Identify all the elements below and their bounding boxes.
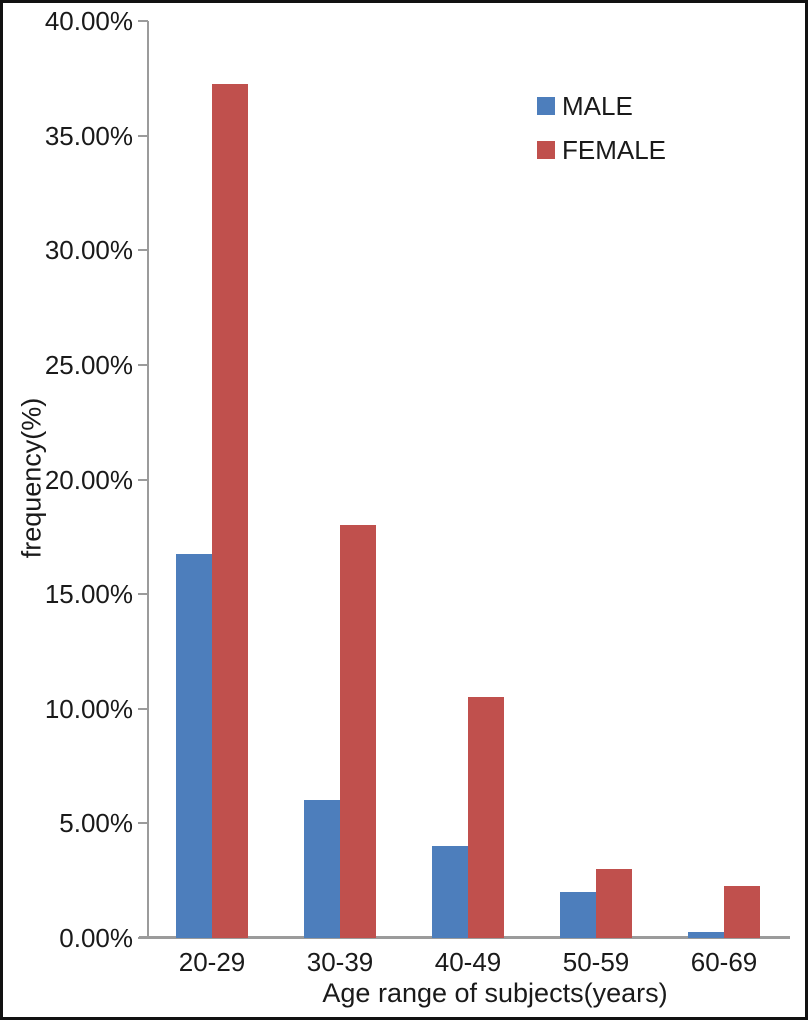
- bar-female-40-49: [468, 697, 504, 938]
- y-tick-mark: [138, 20, 148, 22]
- y-tick-mark: [138, 593, 148, 596]
- y-tick-label: 15.00%: [44, 579, 133, 610]
- male-series-swatch: [537, 97, 555, 115]
- y-tick-label: 0.00%: [59, 923, 133, 953]
- bar-male-30-39: [304, 800, 340, 938]
- bar-male-60-69: [688, 932, 724, 938]
- female-series-swatch: [537, 141, 555, 159]
- x-category-label-20-29: 20-29: [178, 947, 246, 977]
- x-category-label-50-59: 50-59: [562, 947, 630, 977]
- y-tick-mark: [138, 134, 148, 137]
- x-category-label-30-39: 30-39: [306, 947, 374, 977]
- y-tick-label: 35.00%: [44, 120, 133, 151]
- y-axis-line: [147, 21, 149, 938]
- bar-female-30-39: [340, 525, 376, 938]
- legend-item-male: MALE: [537, 91, 666, 121]
- y-tick-mark: [138, 249, 148, 252]
- x-category-label-60-69: 60-69: [690, 947, 758, 977]
- y-tick-label: 40.00%: [44, 6, 133, 36]
- y-tick-label: 20.00%: [44, 464, 133, 495]
- x-axis-title: Age range of subjects(years): [322, 978, 668, 1008]
- bar-female-50-59: [596, 869, 632, 938]
- legend-label-female: FEMALE: [562, 135, 667, 165]
- y-tick-label: 30.00%: [44, 235, 133, 266]
- bar-female-20-29: [212, 84, 248, 938]
- bar-female-60-69: [724, 886, 760, 938]
- legend: MALE FEMALE: [537, 91, 667, 183]
- y-tick-mark: [138, 478, 148, 481]
- y-tick-mark: [138, 363, 148, 366]
- y-tick-mark: [138, 707, 148, 710]
- y-tick-label: 10.00%: [44, 693, 133, 724]
- x-category-label-40-49: 40-49: [434, 947, 502, 977]
- legend-label-male: MALE: [562, 91, 633, 121]
- bar-male-50-59: [560, 892, 596, 938]
- bar-male-40-49: [432, 846, 468, 938]
- y-tick-label: 5.00%: [59, 808, 133, 839]
- y-tick-label: 25.00%: [44, 349, 133, 380]
- y-tick-mark: [138, 822, 148, 825]
- bar-male-20-29: [176, 554, 212, 938]
- legend-item-female: FEMALE: [537, 135, 667, 165]
